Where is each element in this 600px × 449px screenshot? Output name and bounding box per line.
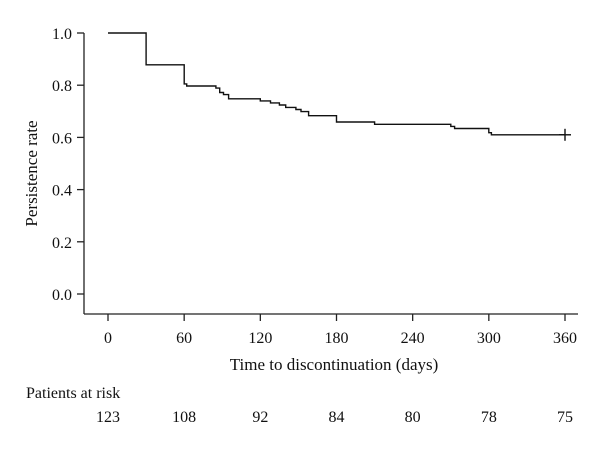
risk-count: 92 bbox=[252, 409, 268, 426]
censor-mark bbox=[559, 128, 571, 141]
y-tick-label: 0.6 bbox=[52, 130, 72, 147]
y-tick-label: 0.8 bbox=[52, 78, 72, 95]
persistence-curve bbox=[108, 32, 565, 136]
x-tick-label: 240 bbox=[401, 330, 425, 347]
x-tick-label: 0 bbox=[104, 330, 112, 347]
risk-table-title: Patients at risk bbox=[26, 385, 120, 402]
risk-count: 84 bbox=[329, 409, 345, 426]
x-tick-label: 300 bbox=[477, 330, 501, 347]
y-axis-title: Persistence rate bbox=[22, 120, 41, 226]
x-tick-label: 120 bbox=[248, 330, 272, 347]
risk-table-values: 123 108 92 84 80 78 75 bbox=[96, 409, 573, 426]
x-ticks: 0 60 120 180 240 300 360 bbox=[104, 314, 577, 347]
y-tick-label: 0.4 bbox=[52, 183, 72, 200]
y-ticks: 0.0 0.2 0.4 0.6 0.8 1.0 bbox=[52, 26, 84, 304]
censor-marks bbox=[559, 128, 571, 141]
y-tick-label: 0.0 bbox=[52, 287, 72, 304]
y-tick-label: 1.0 bbox=[52, 26, 72, 43]
x-tick-label: 180 bbox=[325, 330, 349, 347]
risk-count: 80 bbox=[405, 409, 421, 426]
y-tick-label: 0.2 bbox=[52, 235, 72, 252]
risk-count: 75 bbox=[557, 409, 573, 426]
x-tick-label: 360 bbox=[553, 330, 577, 347]
risk-count: 123 bbox=[96, 409, 120, 426]
risk-count: 78 bbox=[481, 409, 497, 426]
risk-count: 108 bbox=[172, 409, 196, 426]
x-tick-label: 60 bbox=[176, 330, 192, 347]
axes bbox=[83, 33, 578, 315]
x-axis-title: Time to discontinuation (days) bbox=[230, 355, 439, 374]
